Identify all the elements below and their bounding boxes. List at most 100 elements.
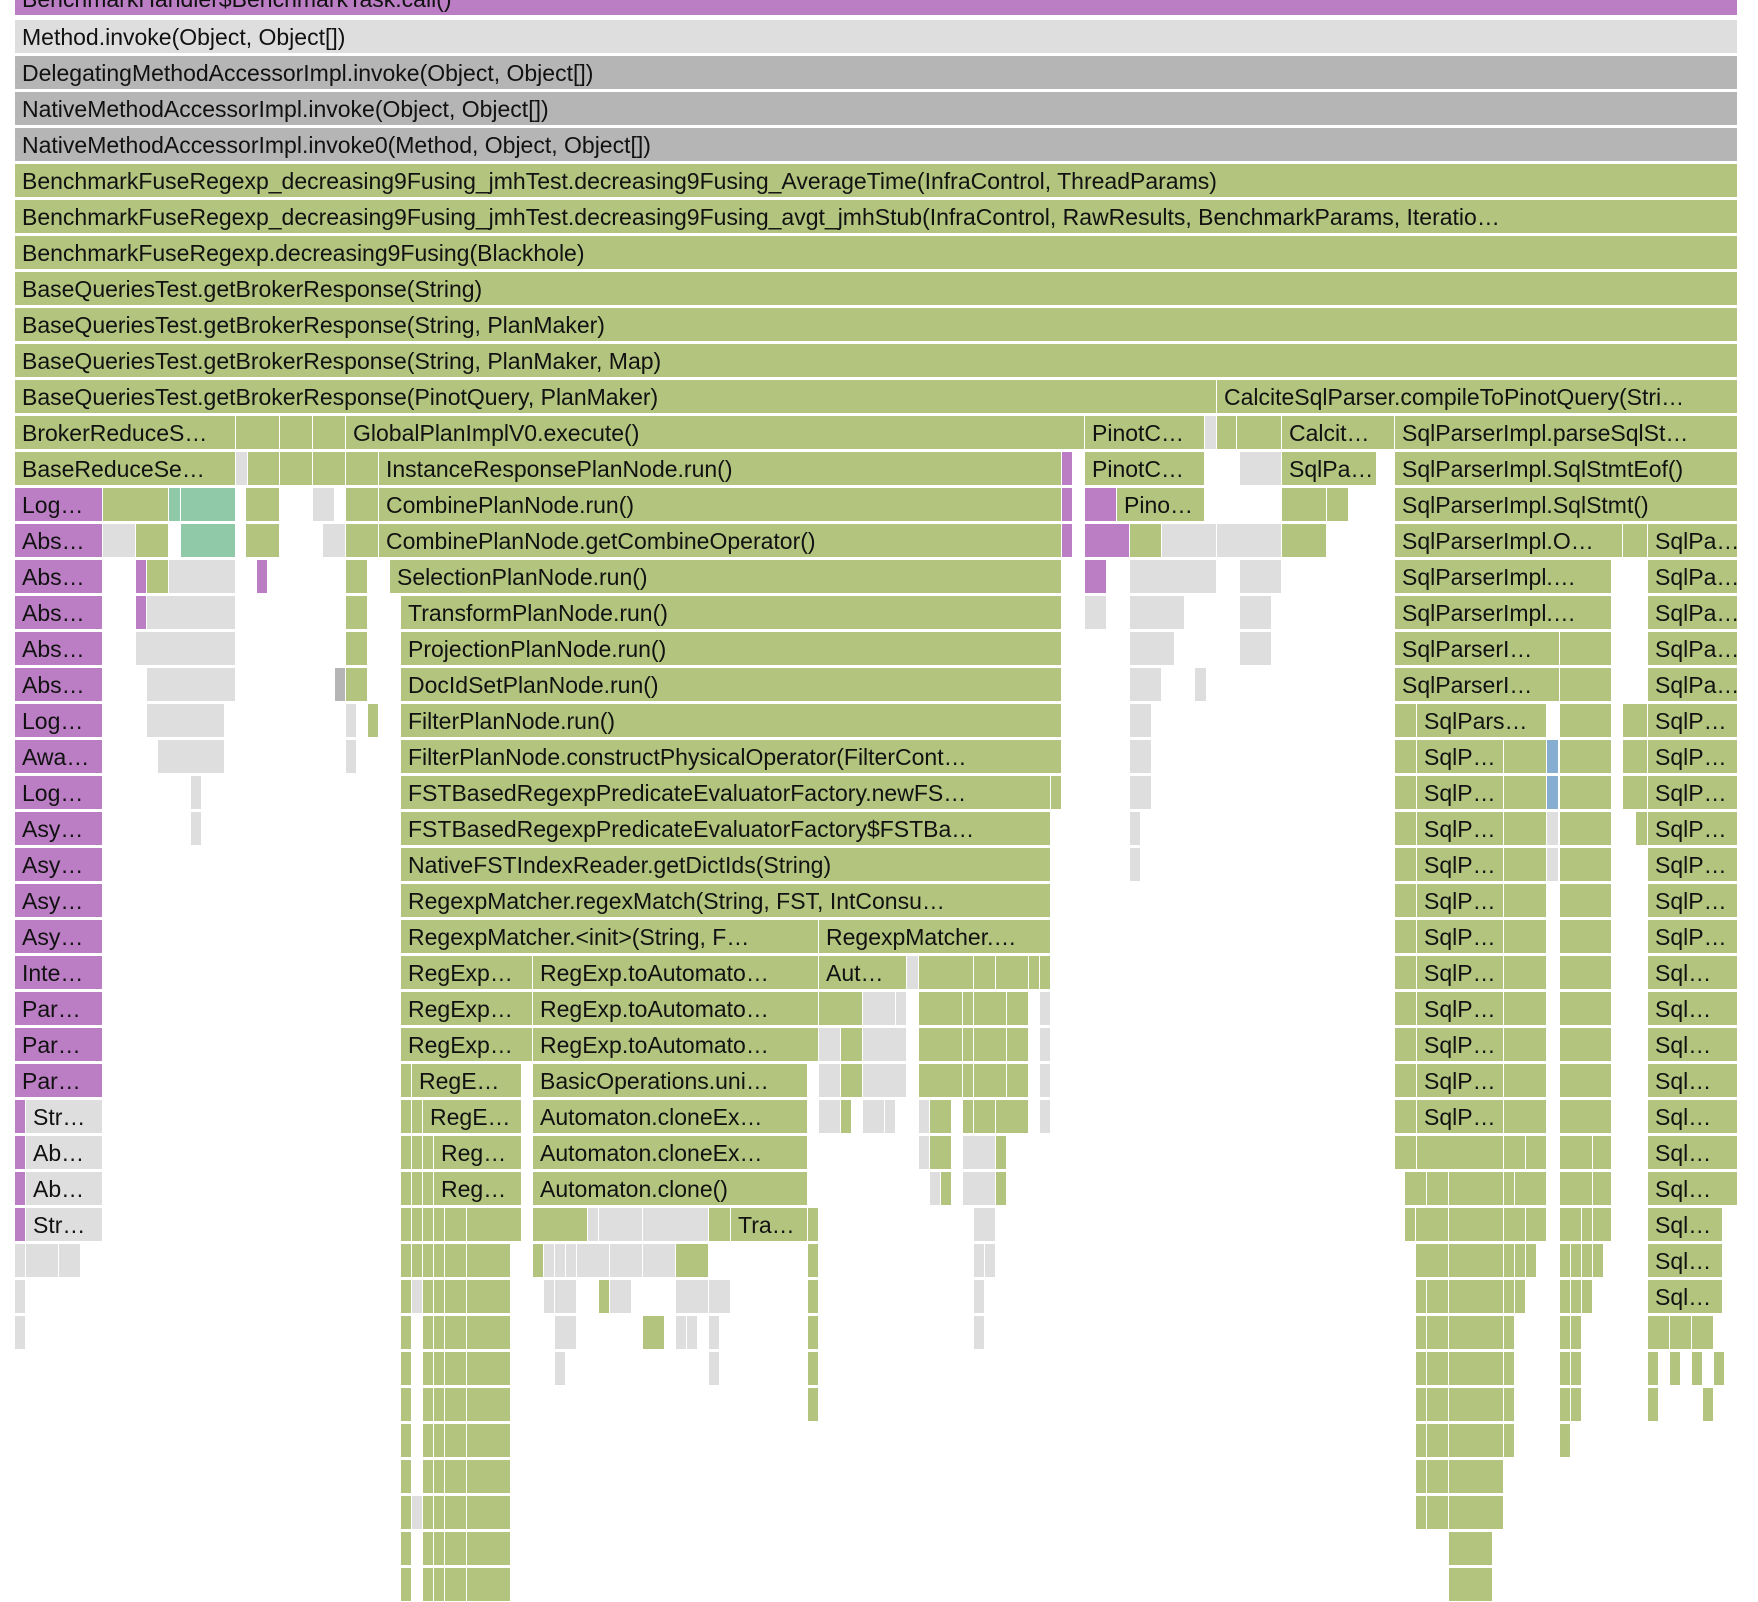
frame-sqlp-9[interactable]: SqlP…: [1417, 1028, 1504, 1062]
frame-small[interactable]: [1703, 1388, 1714, 1422]
frame-small[interactable]: [1504, 1244, 1515, 1278]
frame-small[interactable]: [346, 704, 357, 738]
frame-small[interactable]: [533, 1244, 544, 1278]
frame-small[interactable]: [599, 1208, 643, 1242]
frame-small[interactable]: [1395, 740, 1417, 774]
frame-small[interactable]: [401, 1172, 412, 1206]
frame-small[interactable]: [1670, 1316, 1692, 1350]
frame-clone[interactable]: Automaton.clone(): [533, 1172, 808, 1206]
frame-small[interactable]: [1623, 740, 1648, 774]
frame-small[interactable]: [467, 1316, 511, 1350]
frame-small[interactable]: [412, 1172, 423, 1206]
frame-small[interactable]: [1130, 560, 1217, 594]
frame-small[interactable]: [1449, 1316, 1504, 1350]
frame-small[interactable]: [1547, 848, 1559, 882]
frame-small[interactable]: [1130, 596, 1185, 630]
frame-small[interactable]: [1560, 920, 1612, 954]
frame-small[interactable]: [1240, 596, 1272, 630]
frame-small[interactable]: [1416, 1280, 1427, 1314]
frame-small[interactable]: [434, 1208, 445, 1242]
frame-small[interactable]: [434, 1316, 445, 1350]
frame-small[interactable]: [423, 1244, 434, 1278]
frame-small[interactable]: [1593, 1244, 1604, 1278]
frame-small[interactable]: [643, 1316, 665, 1350]
frame-small[interactable]: [423, 1316, 434, 1350]
frame-regexp-2[interactable]: RegExp…: [401, 992, 533, 1026]
frame-small[interactable]: [1560, 632, 1612, 666]
frame-small[interactable]: [1560, 1316, 1571, 1350]
frame-asy-3[interactable]: Asy…: [15, 884, 103, 918]
frame-to-automaton-2[interactable]: RegExp.toAutomato…: [533, 992, 819, 1026]
frame-small[interactable]: [1007, 1064, 1029, 1098]
frame-small[interactable]: [423, 1172, 434, 1206]
frame-small[interactable]: [930, 1100, 952, 1134]
frame-small[interactable]: [15, 1172, 26, 1206]
frame-small[interactable]: [423, 1496, 434, 1530]
frame-small[interactable]: [401, 1532, 412, 1566]
frame-small[interactable]: [1560, 704, 1612, 738]
frame-small[interactable]: [863, 1100, 885, 1134]
frame-small[interactable]: [1130, 848, 1141, 882]
frame-sqlparser-o[interactable]: SqlParserImpl.O…: [1395, 524, 1623, 558]
frame-small[interactable]: [103, 524, 136, 558]
frame-regexp-matcher-init[interactable]: RegexpMatcher.<init>(String, F…: [401, 920, 819, 954]
frame-small[interactable]: [1692, 1316, 1714, 1350]
frame-small[interactable]: [467, 1496, 511, 1530]
frame-small[interactable]: [1560, 1352, 1571, 1386]
frame-small[interactable]: [1282, 524, 1327, 558]
frame-small[interactable]: [1237, 416, 1282, 450]
frame-par-3[interactable]: Par…: [15, 1064, 103, 1098]
frame-small[interactable]: [1560, 1028, 1612, 1062]
frame-small[interactable]: [996, 1100, 1029, 1134]
frame-small[interactable]: [533, 1208, 588, 1242]
frame-small[interactable]: [467, 1244, 511, 1278]
frame-small[interactable]: [1560, 956, 1612, 990]
frame-small[interactable]: [423, 1352, 434, 1386]
frame-small[interactable]: [1560, 740, 1612, 774]
frame-small[interactable]: [401, 1316, 412, 1350]
frame-calcit[interactable]: Calcit…: [1282, 416, 1395, 450]
frame-small[interactable]: [147, 704, 225, 738]
frame-sqlpa-right-5[interactable]: SqlPa…: [1648, 668, 1738, 702]
frame-global-plan-execute[interactable]: GlobalPlanImplV0.execute(): [346, 416, 1085, 450]
frame-small[interactable]: [1449, 1388, 1504, 1422]
frame-small[interactable]: [1427, 1496, 1449, 1530]
frame-pinotc-2[interactable]: PinotC…: [1085, 452, 1205, 486]
frame-sqlp-right-5[interactable]: SqlP…: [1648, 848, 1738, 882]
frame-small[interactable]: [1560, 1424, 1571, 1458]
frame-small[interactable]: [1395, 884, 1417, 918]
frame-small[interactable]: [1571, 1280, 1582, 1314]
frame-small[interactable]: [412, 1100, 423, 1134]
frame-small[interactable]: [544, 1280, 555, 1314]
frame-small[interactable]: [1130, 740, 1152, 774]
frame-small[interactable]: [1504, 1424, 1515, 1458]
frame-small[interactable]: [59, 1244, 81, 1278]
frame-regex-match[interactable]: RegexpMatcher.regexMatch(String, FST, In…: [401, 884, 1051, 918]
frame-sqlpa-right-3[interactable]: SqlPa…: [1648, 596, 1738, 630]
frame-small[interactable]: [963, 1064, 974, 1098]
frame-small[interactable]: [401, 1388, 412, 1422]
frame-sqlp-11[interactable]: SqlP…: [1417, 1100, 1504, 1134]
frame-small[interactable]: [930, 1136, 952, 1170]
frame-small[interactable]: [1427, 1424, 1449, 1458]
frame-small[interactable]: [445, 1280, 467, 1314]
frame-small[interactable]: [15, 1244, 26, 1278]
frame-sql-right-4[interactable]: Sql…: [1648, 1064, 1738, 1098]
frame-small[interactable]: [919, 956, 974, 990]
frame-str-2[interactable]: Str…: [26, 1208, 103, 1242]
frame-to-automaton[interactable]: RegExp.toAutomato…: [533, 956, 819, 990]
frame-small[interactable]: [1593, 1208, 1612, 1242]
frame-small[interactable]: [346, 488, 379, 522]
frame-small[interactable]: [181, 488, 236, 522]
frame-small[interactable]: [610, 1280, 632, 1314]
frame-small[interactable]: [1504, 1136, 1526, 1170]
frame-small[interactable]: [1560, 1172, 1593, 1206]
frame-small[interactable]: [401, 1352, 412, 1386]
frame-small[interactable]: [808, 1208, 819, 1242]
frame-small[interactable]: [1449, 1208, 1504, 1242]
frame-small[interactable]: [15, 1136, 26, 1170]
frame-small[interactable]: [26, 1244, 59, 1278]
frame-small[interactable]: [1504, 1316, 1515, 1350]
frame-small[interactable]: [974, 1100, 996, 1134]
frame-sqlp-right-6[interactable]: SqlP…: [1648, 884, 1738, 918]
